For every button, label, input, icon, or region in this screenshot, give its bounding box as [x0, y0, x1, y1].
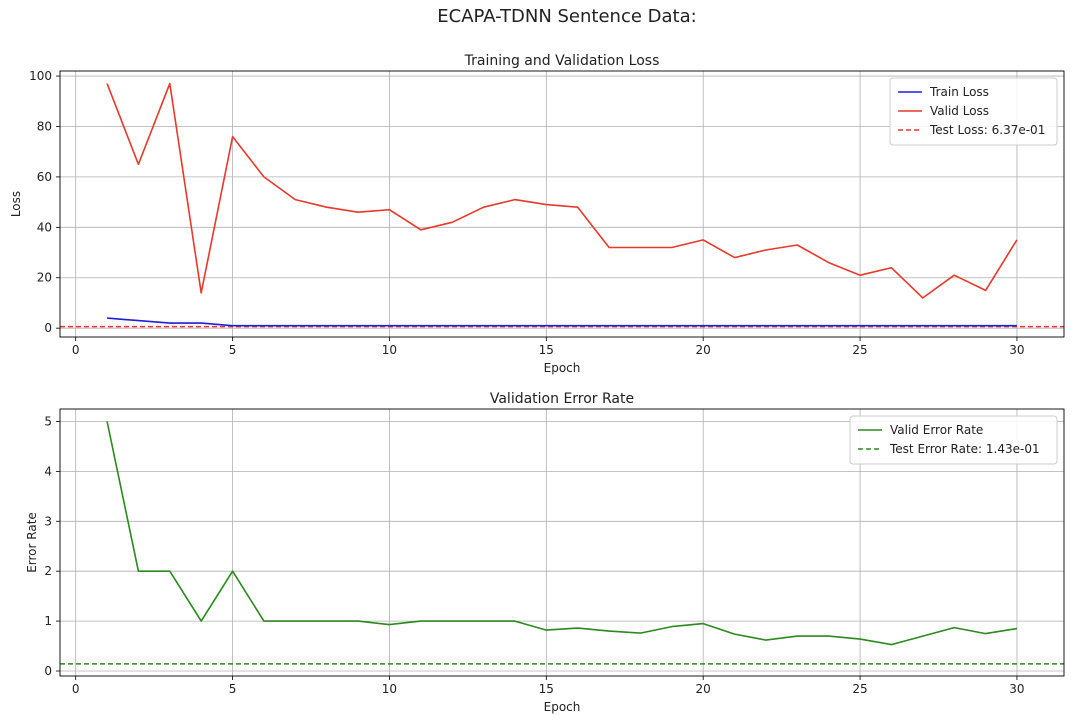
series-line	[106, 421, 1018, 646]
series-line	[107, 317, 1017, 327]
x-tick-label: 5	[229, 682, 237, 696]
y-tick-label: 2	[44, 564, 52, 578]
error-rate-chart: 0 5 10 15 20 25 30 0 1 2 3 4 5 Validation Error Rate E…	[25, 391, 1065, 714]
y-tick-label: 5	[44, 414, 52, 428]
x-tick-label: 10	[382, 682, 397, 696]
x-tick-label: 20	[696, 343, 711, 357]
y-tick-label: 1	[44, 614, 52, 628]
y-tick-label: 20	[37, 271, 52, 285]
y-axis-label: Loss	[9, 191, 23, 217]
y-tick-label: 0	[44, 664, 52, 678]
x-axis-label: Epoch	[544, 361, 581, 375]
series-line	[106, 82, 1018, 299]
x-tick-label: 25	[852, 682, 867, 696]
y-axis-label: Error Rate	[25, 512, 39, 573]
x-tick-label: 15	[539, 343, 554, 357]
y-tick-label: 40	[37, 220, 52, 234]
x-tick-label: 30	[1009, 682, 1024, 696]
y-tick-label: 100	[29, 69, 52, 83]
y-tick-label: 0	[44, 321, 52, 335]
x-tick-label: 10	[382, 343, 397, 357]
x-tick-label: 15	[539, 682, 554, 696]
x-tick-label: 5	[229, 343, 237, 357]
loss-chart: 0 5 10 15 20 25 30 0 20 40 60 80 100 Training and Val…	[9, 53, 1065, 375]
legend-box	[849, 415, 1058, 465]
legend-label: Train Loss	[929, 85, 989, 99]
legend-box	[889, 77, 1058, 146]
figure-suptitle: ECAPA-TDNN Sentence Data:	[437, 6, 696, 27]
y-tick-label: 80	[37, 119, 52, 133]
x-axis-label: Epoch	[544, 700, 581, 714]
x-tick-label: 30	[1009, 343, 1024, 357]
x-tick-label: 20	[696, 682, 711, 696]
y-tick-label: 3	[44, 514, 52, 528]
legend-label: Test Loss: 6.37e-01	[929, 123, 1045, 137]
chart-title: Validation Error Rate	[490, 391, 634, 407]
legend-label: Valid Error Rate	[890, 423, 983, 437]
plot-frame	[59, 408, 1065, 677]
x-tick-label: 25	[852, 343, 867, 357]
y-tick-label: 4	[44, 464, 52, 478]
plot-frame	[59, 70, 1065, 338]
legend-label: Valid Loss	[930, 104, 989, 118]
chart-title: Training and Validation Loss	[464, 53, 660, 69]
legend-label: Test Error Rate: 1.43e-01	[889, 442, 1040, 456]
x-tick-label: 0	[72, 682, 80, 696]
y-tick-label: 60	[37, 170, 52, 184]
x-tick-label: 0	[72, 343, 80, 357]
